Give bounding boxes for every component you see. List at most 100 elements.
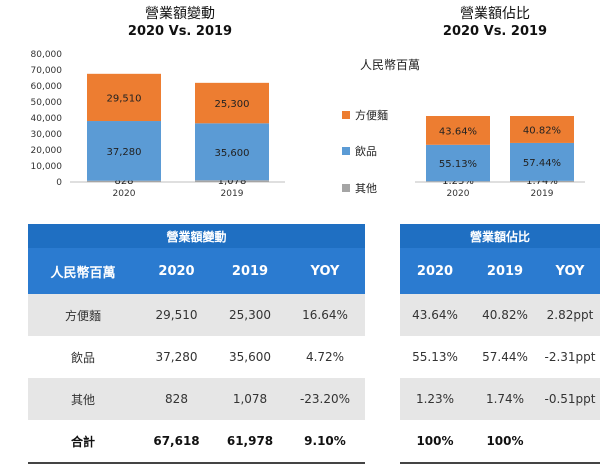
table2-header-2020: 2020 (400, 248, 470, 294)
legend-label-others: 其他 (355, 182, 377, 195)
table2-title: 營業額佔比 (400, 224, 600, 248)
table1-cell: 飲品 (70, 350, 95, 365)
x-tick-label: 2019 (531, 189, 554, 199)
table1-cell: 67,618 (138, 420, 215, 464)
table1-cell: 4.72% (305, 350, 345, 364)
table1-cell: 25,300 (215, 294, 285, 336)
x-tick-label: 2020 (113, 189, 136, 199)
table2-cell: 40.82% (470, 294, 540, 336)
legend-item-others: 其他 (342, 180, 377, 196)
bar-segment (87, 180, 161, 182)
chart1-subtitle: 2020 Vs. 2019 (127, 24, 233, 39)
table1-cell: 35,600 (229, 350, 271, 364)
table1-cell: 方便麵 (28, 294, 138, 336)
table2-cell: 100% (400, 420, 470, 464)
table2-cell: -2.31ppt (544, 350, 596, 364)
table2-cell: 100% (470, 420, 540, 464)
table2-cell: 43.64% (400, 294, 470, 336)
bar-segment (195, 82, 269, 124)
y-tick-label: 20,000 (31, 146, 63, 156)
bar-segment (510, 142, 574, 181)
data-label: 43.64% (439, 126, 477, 137)
data-label: 37,280 (107, 147, 142, 158)
table1-cell: 16.64% (285, 294, 365, 336)
bar-segment (195, 180, 269, 182)
table1-header-unit: 人民幣百萬 (28, 248, 138, 294)
bar-segment (510, 180, 574, 182)
y-tick-label: 60,000 (31, 82, 63, 92)
data-label: 55.13% (439, 159, 477, 170)
table1-header-yoy: YOY (285, 248, 365, 294)
table1-cell: 1,078 (215, 378, 285, 420)
table-row: 飲品 37,280 35,600 4.72% (28, 336, 365, 378)
data-label: 40.82% (523, 125, 561, 136)
table2-cell: -0.51ppt (540, 378, 600, 420)
y-tick-label: 50,000 (31, 98, 63, 108)
y-tick-label: 30,000 (31, 130, 63, 140)
table-row: 方便麵 29,510 25,300 16.64% (28, 294, 365, 336)
bar-segment (195, 123, 269, 181)
legend-label-drinks: 飲品 (355, 145, 377, 158)
table1-cell: 9.10% (285, 420, 365, 464)
table1-cell: 828 (138, 378, 215, 420)
table1-header-row: 人民幣百萬 2020 2019 YOY (28, 248, 365, 294)
table1-title-row: 營業額變動 (28, 224, 365, 248)
table2-header-2019: 2019 (470, 248, 540, 294)
chart2-title: 營業額佔比 (460, 6, 530, 22)
data-label: 57.44% (523, 158, 561, 169)
bar-segment (510, 116, 574, 143)
table1-header-2019: 2019 (215, 248, 285, 294)
y-tick-label: 0 (56, 178, 62, 188)
legend-item-noodles: 方便麵 (342, 107, 388, 123)
bar-segment (426, 116, 490, 145)
table2-total-row: 100% 100% (400, 420, 600, 464)
x-tick-label: 2019 (221, 189, 244, 199)
chart2-svg: 1.23% 55.13% 43.64% 2020 1.74% 57.44% 40.82% 20… (415, 116, 585, 199)
table2-cell: 57.44% (482, 350, 528, 364)
legend-item-drinks: 飲品 (342, 143, 377, 159)
bar-segment (87, 73, 161, 122)
chart1-title: 營業額變動 (145, 6, 215, 22)
data-label: 828 (114, 176, 133, 187)
table2-cell: 1.74% (470, 378, 540, 420)
legend-label-noodles: 方便麵 (355, 109, 388, 122)
legend-title: 人民幣百萬 (360, 58, 421, 72)
y-tick-label: 70,000 (31, 66, 63, 76)
table2-header-yoy: YOY (540, 248, 600, 294)
table-row: 55.13% 57.44% -2.31ppt (400, 336, 600, 378)
table1-cell: 37,280 (155, 350, 198, 364)
bar-segment (426, 181, 490, 182)
y-tick-label: 40,000 (31, 114, 63, 124)
legend-swatch-drinks (342, 147, 350, 155)
revenue-share-table: 營業額佔比 2020 2019 YOY 43.64% 40.82% 2.82pp… (400, 224, 600, 464)
chart1-svg: 80,000 70,000 60,000 50,000 40,000 30,000 20,0… (31, 50, 285, 199)
table-row: 43.64% 40.82% 2.82ppt (400, 294, 600, 336)
table2-title-row: 營業額佔比 (400, 224, 600, 248)
chart2-title-block: 營業額佔比 2020 Vs. 2019 (410, 6, 580, 40)
legend-swatch-noodles (342, 111, 350, 119)
bar-segment (87, 121, 161, 181)
table2-cell: 2.82ppt (540, 294, 600, 336)
table1-cell: -23.20% (285, 378, 365, 420)
chart2-subtitle: 2020 Vs. 2019 (442, 24, 548, 39)
data-label: 29,510 (107, 93, 142, 104)
revenue-change-table: 營業額變動 人民幣百萬 2020 2019 YOY 方便麵 29,510 25,… (28, 224, 365, 464)
y-tick-label: 80,000 (31, 50, 63, 60)
table1-header-2020: 2020 (138, 248, 215, 294)
table1-total-row: 合計 67,618 61,978 9.10% (28, 420, 365, 464)
table2-header-row: 2020 2019 YOY (400, 248, 600, 294)
bar-segment (426, 144, 490, 182)
table1-cell: 29,510 (138, 294, 215, 336)
data-label: 1.23% (442, 176, 474, 187)
x-tick-label: 2020 (447, 189, 470, 199)
data-label: 1.74% (526, 176, 558, 187)
data-label: 35,600 (215, 148, 250, 159)
table1-title: 營業額變動 (28, 224, 365, 248)
legend-swatch-others (342, 184, 350, 192)
table-row: 1.23% 1.74% -0.51ppt (400, 378, 600, 420)
data-label: 1,078 (218, 176, 247, 187)
table1-cell: 合計 (28, 420, 138, 464)
table1-cell: 其他 (28, 378, 138, 420)
chart1-title-block: 營業額變動 2020 Vs. 2019 (100, 6, 260, 40)
table2-cell: 1.23% (400, 378, 470, 420)
